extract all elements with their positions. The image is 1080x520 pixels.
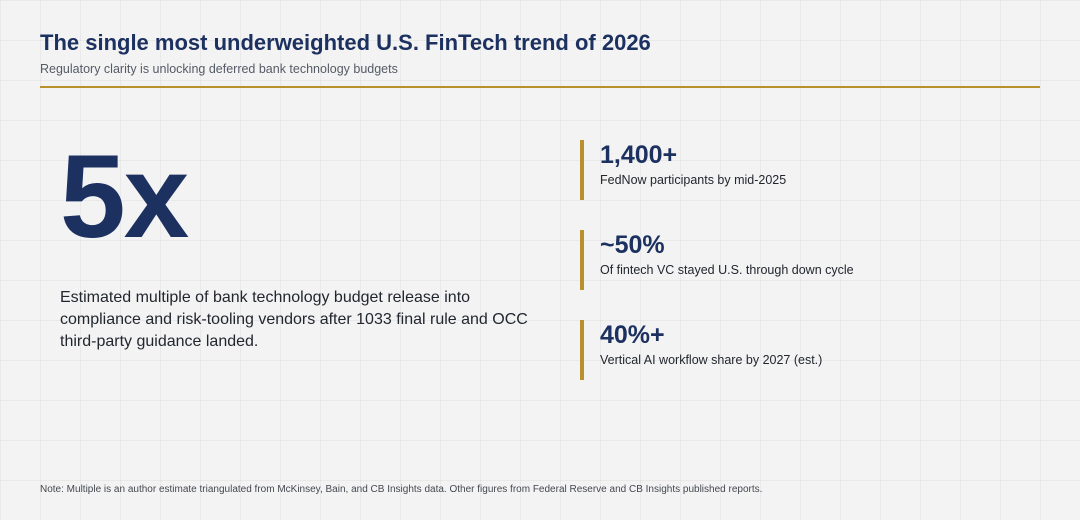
header-divider	[40, 86, 1040, 88]
stat-label: FedNow participants by mid-2025	[600, 173, 787, 187]
hero-stat-description: Estimated multiple of bank technology bu…	[60, 289, 528, 350]
stat-fednow: 1,400+ FedNow participants by mid-2025	[580, 140, 1020, 200]
stat-value: 1,400+	[600, 141, 678, 169]
header: The single most underweighted U.S. FinTe…	[40, 30, 1040, 77]
hero-stat-value: 5x	[60, 131, 189, 263]
page-title: The single most underweighted U.S. FinTe…	[40, 30, 651, 55]
page-subtitle: Regulatory clarity is unlocking deferred…	[40, 62, 398, 76]
footer-note: Note: Multiple is an author estimate tri…	[40, 484, 763, 495]
stat-vertical-ai: 40%+ Vertical AI workflow share by 2027 …	[580, 320, 1020, 380]
stat-label: Of fintech VC stayed U.S. through down c…	[600, 263, 854, 277]
stat-fintech-vc: ~50% Of fintech VC stayed U.S. through d…	[580, 230, 1020, 290]
stat-label: Vertical AI workflow share by 2027 (est.…	[600, 353, 823, 367]
stat-value: ~50%	[600, 231, 665, 259]
stat-value: 40%+	[600, 321, 665, 349]
